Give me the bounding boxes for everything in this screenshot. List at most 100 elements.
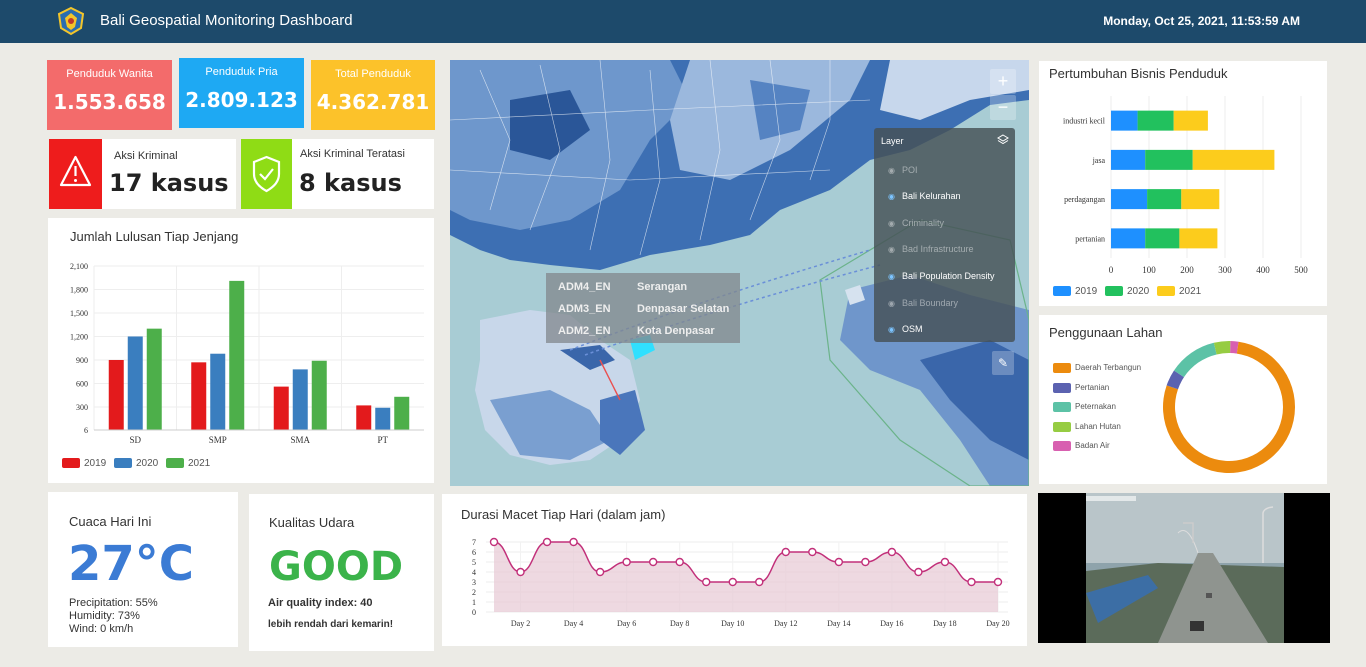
y-tick-label: 300	[76, 403, 88, 412]
layer-label: Bali Boundary	[902, 298, 959, 308]
shield-check-icon	[252, 155, 281, 193]
legend-label: 2020	[136, 458, 159, 469]
y-tick-label: 7	[472, 538, 476, 547]
legend-swatch	[1157, 286, 1175, 297]
x-tick-label: SMP	[209, 435, 227, 445]
eye-icon: ◉	[888, 192, 895, 201]
measure-ruler-button[interactable]: ✎	[992, 351, 1014, 375]
layer-toggle-criminality[interactable]: ◉ Criminality	[888, 218, 944, 228]
data-point	[861, 557, 870, 567]
stat-label: Total Penduduk	[335, 68, 411, 80]
layer-toggle-kelurahan[interactable]: ◉ Bali Kelurahan	[888, 191, 961, 201]
cctv-feed[interactable]	[1038, 493, 1330, 643]
landuse-legend-item: Lahan Hutan	[1053, 421, 1121, 432]
y-tick-label: industri kecil	[1063, 117, 1106, 126]
bar	[356, 405, 372, 430]
y-tick-label: jasa	[1092, 156, 1106, 165]
crime-resolved-icon-box	[241, 139, 292, 209]
data-point	[622, 557, 631, 567]
stat-label: Penduduk Pria	[205, 66, 278, 78]
business-stacked-bar-chart: 0 100 200 300 400 500 industri kecil jasa perdag…	[1063, 96, 1308, 275]
y-tick-label: 2,100	[70, 262, 88, 271]
legend-swatch	[62, 458, 80, 469]
bar-segment	[1111, 189, 1148, 210]
x-tick-label: 0	[1109, 265, 1114, 275]
wind-text: Wind: 0 km/h	[69, 623, 134, 635]
bar	[273, 386, 289, 430]
bar	[210, 353, 226, 430]
bar-segment	[1111, 228, 1146, 249]
data-point	[967, 577, 976, 587]
x-tick-label: Day 10	[721, 619, 744, 628]
bar	[292, 369, 308, 430]
x-tick-label: Day 6	[617, 619, 636, 628]
crime-card: Aksi Kriminal 17 kasus	[49, 139, 236, 209]
bali-emblem-icon	[57, 6, 85, 36]
eye-icon: ◉	[888, 272, 895, 281]
graduates-panel: Jumlah Lulusan Tiap Jenjang 6 300 600 900 1,…	[48, 218, 434, 483]
weather-panel: Cuaca Hari Ini 27°C Precipitation: 55% H…	[48, 492, 238, 647]
popup-value: Kota Denpasar	[637, 325, 715, 337]
graduates-bar-chart: 6 300 600 900 1,200 1,500 1,800 2,100 SD SMP SMA PT	[70, 262, 424, 445]
traffic-title: Durasi Macet Tiap Hari (dalam jam)	[461, 507, 666, 522]
layer-label: Bali Kelurahan	[902, 191, 961, 201]
eye-off-icon: ◉	[888, 299, 895, 308]
bar-segment	[1145, 149, 1193, 170]
landuse-panel: Penggunaan Lahan Daerah Terbangun Pertani…	[1039, 315, 1327, 484]
legend-item-2019: 2019	[62, 458, 106, 469]
data-point	[808, 547, 817, 557]
bar	[311, 360, 327, 430]
x-tick-label: 300	[1218, 265, 1232, 275]
data-point	[755, 577, 764, 587]
layer-toggle-population-density[interactable]: ◉ Bali Population Density	[888, 271, 995, 281]
data-point	[542, 537, 552, 547]
x-tick-label: Day 16	[880, 619, 903, 628]
layer-toggle-osm[interactable]: ◉ OSM	[888, 324, 923, 334]
zoom-out-button[interactable]: −	[990, 95, 1016, 120]
y-tick-label: 900	[76, 356, 88, 365]
data-point	[569, 537, 578, 547]
layer-toggle-bad-infrastructure[interactable]: ◉ Bad Infrastructure	[888, 244, 974, 254]
eye-icon: ◉	[888, 325, 895, 334]
air-quality-index: Air quality index: 40	[268, 597, 373, 609]
legend-item-2020: 2020	[1105, 286, 1149, 297]
landuse-legend-item: Badan Air	[1053, 441, 1110, 451]
x-tick-label: Day 4	[564, 619, 583, 628]
x-tick-label: 100	[1142, 265, 1156, 275]
zoom-in-button[interactable]: +	[990, 69, 1016, 94]
humidity-text: Humidity: 73%	[69, 610, 140, 622]
bar-segment	[1145, 228, 1180, 249]
popup-key: ADM4_EN	[558, 281, 611, 293]
map-feature-popup: ADM4_EN Serangan ADM3_EN Denpasar Selata…	[546, 273, 740, 343]
layer-label: OSM	[902, 324, 923, 334]
landuse-donut-chart	[1163, 341, 1295, 473]
bar-segment	[1147, 189, 1182, 210]
stat-value: 4.362.781	[316, 90, 430, 114]
stat-label: Penduduk Wanita	[66, 68, 153, 80]
data-point	[834, 557, 844, 567]
y-tick-label: perdagangan	[1064, 195, 1105, 204]
legend-label: Daerah Terbangun	[1075, 363, 1142, 373]
data-point	[914, 567, 923, 577]
layer-label: Bad Infrastructure	[902, 244, 974, 254]
popup-value: Serangan	[637, 281, 688, 293]
business-title: Pertumbuhan Bisnis Penduduk	[1049, 66, 1228, 81]
legend-swatch	[1053, 441, 1071, 451]
layer-toggle-poi[interactable]: ◉ POI	[888, 165, 918, 175]
data-point	[993, 577, 1003, 587]
cctv-camera-image	[1086, 493, 1284, 643]
bar-segment	[1111, 149, 1146, 170]
map-view[interactable]: + − Layer ◉ POI ◉ Bali Kelurahan ◉ Criminal…	[450, 60, 1029, 486]
data-point	[728, 577, 737, 587]
legend-swatch	[1053, 402, 1071, 412]
data-point	[595, 567, 605, 577]
air-quality-title: Kualitas Udara	[269, 515, 355, 530]
layers-icon[interactable]	[997, 134, 1009, 146]
layer-toggle-bali-boundary[interactable]: ◉ Bali Boundary	[888, 298, 958, 308]
line-area	[494, 542, 998, 612]
legend-label: 2021	[188, 458, 211, 469]
legend-label: Pertanian	[1075, 382, 1110, 392]
x-tick-label: Day 18	[933, 619, 956, 628]
bar	[375, 407, 391, 430]
